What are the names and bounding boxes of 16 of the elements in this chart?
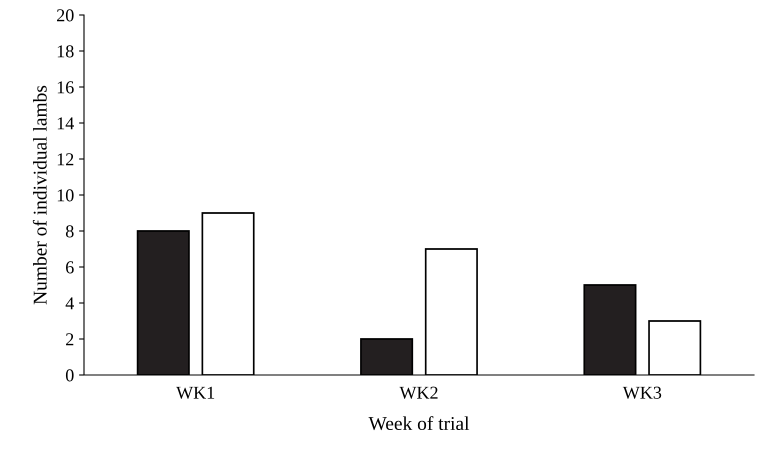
y-axis-title: Number of individual lambs: [32, 86, 47, 304]
y-tick-label: 0: [66, 369, 74, 382]
x-tick-label: WK1: [176, 386, 214, 399]
y-tick-label: 20: [57, 9, 74, 22]
y-tick-label: 4: [66, 297, 74, 310]
x-tick-label: WK2: [399, 386, 438, 399]
y-tick-label: 8: [66, 225, 74, 238]
y-tick-label: 16: [58, 81, 74, 94]
y-tick-label: 10: [58, 189, 74, 202]
y-tick-label: 18: [58, 45, 74, 58]
y-tick-label: 14: [58, 117, 74, 130]
y-tick-label: 12: [58, 153, 74, 166]
x-tick-label: WK3: [622, 386, 662, 399]
x-axis-title: Week of trial: [368, 416, 470, 430]
y-tick-label: 2: [66, 333, 74, 346]
y-tick-label: 6: [66, 261, 74, 274]
